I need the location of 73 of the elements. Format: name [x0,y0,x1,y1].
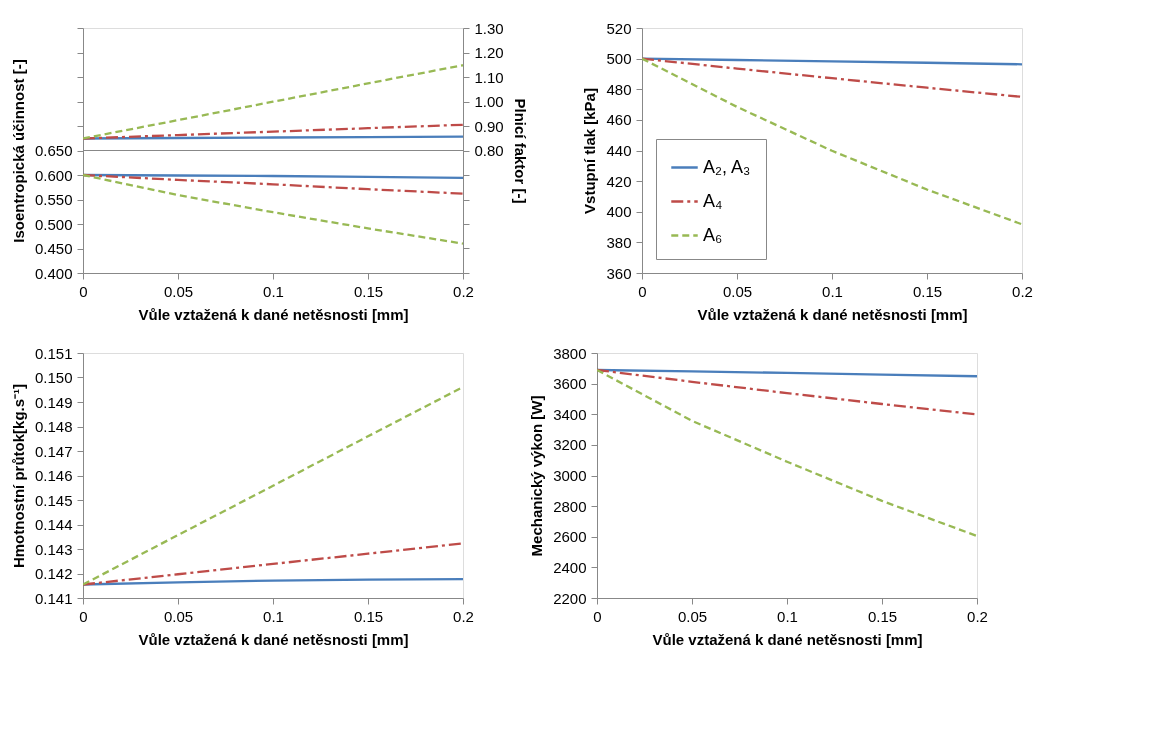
x-tick-label: 0 [593,607,602,625]
y-axis-title: Hmotnostní průtok[kg.s⁻¹] [9,383,27,569]
y-tick-label: 360 [606,264,632,282]
legend-label: A₆ [703,224,723,245]
x-tick-label: 0.2 [453,607,474,625]
y-tick-label: 0.400 [34,264,73,282]
y-axis-title: Vstupní tlak [kPa] [581,88,599,214]
y-tick-label: 420 [606,172,632,190]
x-tick-label: 0.2 [1012,282,1033,300]
y-tick-label: 460 [606,111,632,129]
y-tick-label: 440 [606,142,632,159]
x-tick-label: 0.05 [163,607,194,625]
y-tick-label: 0.141 [34,589,73,607]
y-tick-label: 0.450 [34,240,73,257]
y2-tick-label: 1.30 [474,19,504,37]
y-axis-title: Mechanický výkon [W] [528,395,546,557]
legend-label: A₄ [703,190,723,211]
y-tick-label: 0.145 [34,491,73,509]
y-tick-label: 0.150 [34,369,73,386]
y-tick-label: 3000 [553,467,587,484]
x-tick-label: 0.05 [677,607,708,625]
x-axis-title: Vůle vztažená k dané netěsnosti [mm] [652,630,923,648]
y-tick-label: 2400 [553,558,587,576]
x-tick-label: 0.1 [822,282,843,300]
x-tick-label: 0.05 [722,282,753,300]
y-tick-label: 480 [606,80,632,98]
y-tick-label: 2800 [553,497,587,515]
y2-tick-label: 1.00 [474,93,504,110]
y-tick-label: 0.151 [34,344,73,362]
x-tick-label: 0.15 [353,282,384,300]
x-tick-label: 0.2 [967,607,988,625]
y-tick-label: 3800 [553,344,587,362]
y2-tick-label: 1.10 [474,68,504,86]
y-tick-label: 0.650 [34,142,73,159]
y-tick-label: 0.143 [34,540,73,558]
x-tick-label: 0.1 [263,282,284,300]
x-tick-label: 0.1 [777,607,798,625]
x-tick-label: 0.1 [263,607,284,625]
y-tick-label: 520 [606,19,632,37]
y2-tick-label: 1.20 [474,44,504,61]
x-tick-label: 0.05 [163,282,194,300]
y-tick-label: 2600 [553,528,587,546]
x-tick-label: 0.15 [867,607,898,625]
y2-axis-title: Plnicí faktor [-] [511,98,529,204]
x-axis-title: Vůle vztažená k dané netěsnosti [mm] [697,305,968,323]
y-tick-label: 500 [606,50,632,68]
y-tick-label: 0.144 [34,516,73,533]
y-tick-label: 0.550 [34,191,73,208]
y-tick-label: 2200 [553,589,587,607]
y2-tick-label: 0.90 [474,117,504,135]
y2-tick-label: 0.80 [474,142,504,159]
x-axis-title: Vůle vztažená k dané netěsnosti [mm] [138,630,409,648]
y-tick-label: 3600 [553,375,587,393]
y-tick-label: 0.147 [34,442,73,460]
y-tick-label: 0.148 [34,418,73,435]
y-tick-label: 380 [606,233,632,251]
y-tick-label: 400 [606,203,632,221]
x-tick-label: 0.2 [453,282,474,300]
x-tick-label: 0 [79,282,88,300]
y-axis-title: Isoentropická účinnost [-] [9,59,27,243]
y-tick-label: 0.142 [34,565,73,582]
legend-label: A₂, A₃ [703,156,751,177]
x-tick-label: 0.15 [353,607,384,625]
y-tick-label: 0.146 [34,467,73,484]
x-tick-label: 0.15 [912,282,943,300]
y-tick-label: 0.500 [34,215,73,233]
y-tick-label: 0.149 [34,393,73,411]
y-tick-label: 0.600 [34,166,73,184]
x-tick-label: 0 [79,607,88,625]
y-tick-label: 3200 [553,436,587,454]
x-tick-label: 0 [638,282,647,300]
x-axis-title: Vůle vztažená k dané netěsnosti [mm] [138,305,409,323]
y-tick-label: 3400 [553,405,587,423]
